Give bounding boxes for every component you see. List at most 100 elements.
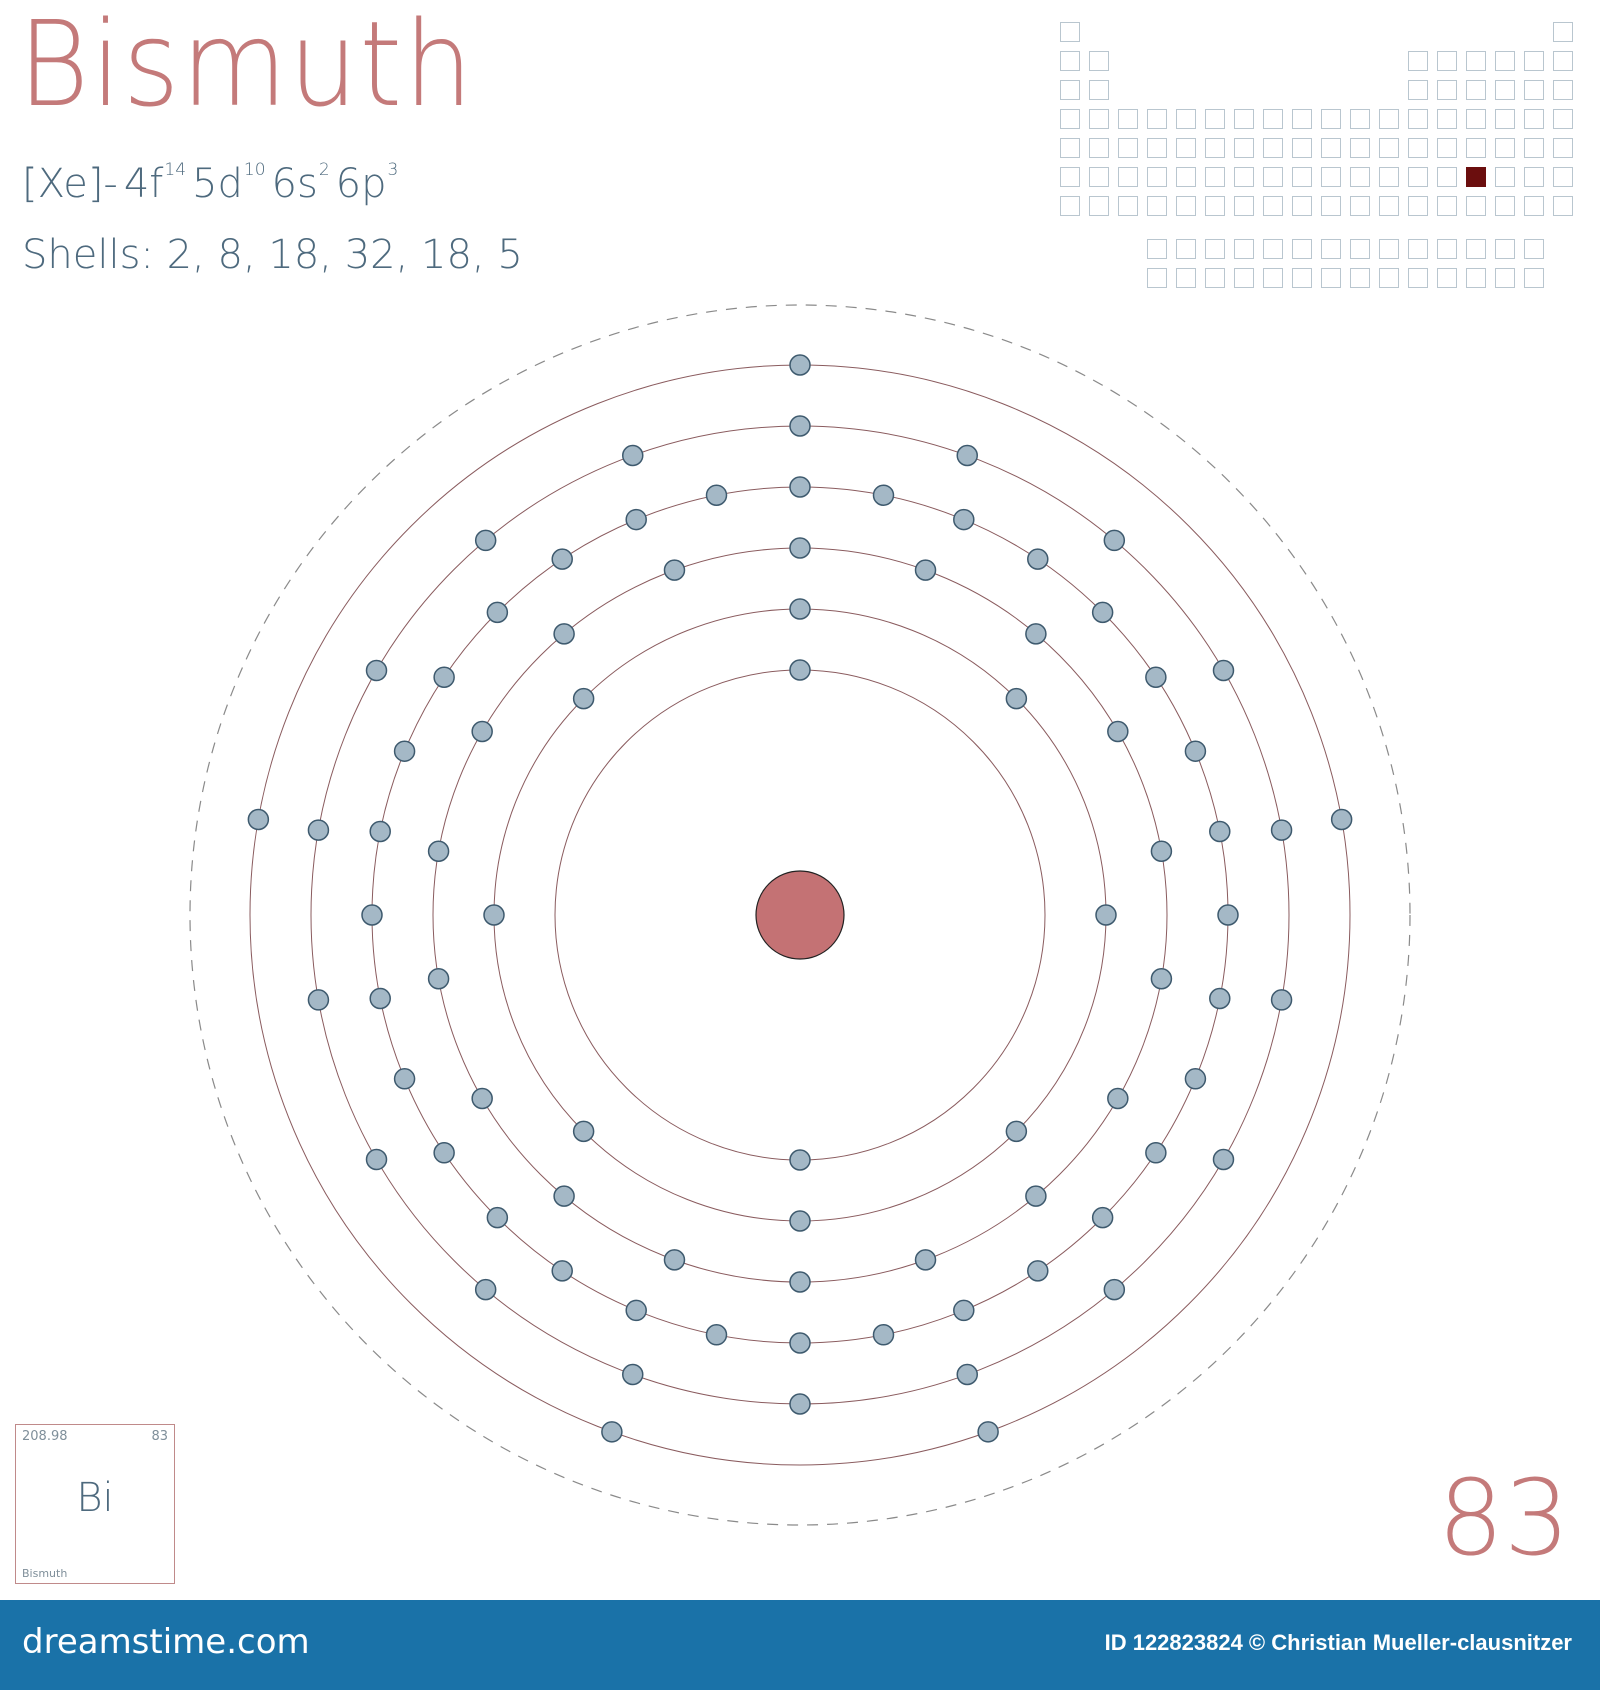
electron-shell-4	[1184, 740, 1207, 762]
periodic-cell	[1263, 196, 1283, 216]
electron-shell-5	[956, 1363, 978, 1386]
electron-shell-3	[471, 1087, 493, 1110]
orbital-electrons: 14	[164, 160, 187, 180]
periodic-cell	[1495, 109, 1515, 129]
electron-shell-4	[486, 601, 509, 624]
periodic-cell-highlight	[1466, 167, 1486, 187]
electron-shell-4	[705, 1324, 728, 1346]
periodic-cell	[1205, 196, 1225, 216]
electron-shell-2	[789, 1210, 811, 1232]
periodic-cell	[1379, 167, 1399, 187]
electron-shell-5	[1212, 659, 1235, 682]
electron-shell-1	[789, 659, 811, 681]
periodic-cell	[1437, 167, 1457, 187]
electron-shell-5	[365, 1148, 388, 1171]
periodic-cell	[1321, 196, 1341, 216]
electron-shell-4	[1209, 987, 1231, 1010]
periodic-cell	[1553, 167, 1573, 187]
orbital-label: 6p	[335, 161, 387, 207]
periodic-cell	[1060, 80, 1080, 100]
periodic-cell	[1205, 239, 1225, 259]
periodic-cell	[1524, 51, 1544, 71]
periodic-cell	[1234, 167, 1254, 187]
periodic-cell	[1205, 268, 1225, 288]
periodic-cell	[1292, 268, 1312, 288]
electron-shell-5	[1212, 1148, 1235, 1171]
periodic-cell	[1089, 167, 1109, 187]
electron-shell-4	[393, 740, 416, 762]
dreamstime-logo[interactable]: dreamstime.com	[22, 1622, 310, 1662]
atom-boundary	[189, 304, 1411, 1526]
periodic-cell	[1292, 138, 1312, 158]
image-credit: ID 122823824 © Christian Mueller-clausni…	[1104, 1630, 1572, 1655]
electron-shell-4	[705, 484, 728, 506]
electron-shell-6	[1330, 808, 1353, 831]
periodic-cell	[1321, 167, 1341, 187]
periodic-cell	[1495, 196, 1515, 216]
electron-shell-5	[789, 1393, 811, 1415]
periodic-cell	[1350, 268, 1370, 288]
periodic-cell	[1234, 268, 1254, 288]
electron-shell-3	[1150, 840, 1173, 863]
orbital-6p: 6p3	[335, 160, 399, 207]
periodic-cell	[1147, 239, 1167, 259]
electron-shell-3	[1025, 623, 1047, 645]
electron-shell-5	[474, 1278, 497, 1301]
shells-summary: Shells: 2, 8, 18, 32, 18, 5	[22, 232, 523, 278]
electron-shell-4	[953, 1299, 975, 1322]
bohr-atom-diagram	[189, 304, 1411, 1526]
periodic-cell	[1524, 80, 1544, 100]
electron-shell-3	[663, 559, 686, 581]
periodic-cell	[1118, 167, 1138, 187]
element-name-title: Bismuth	[18, 0, 475, 133]
periodic-cell	[1060, 138, 1080, 158]
periodic-cell	[1553, 80, 1573, 100]
periodic-cell	[1321, 268, 1341, 288]
periodic-cell	[1524, 239, 1544, 259]
periodic-cell	[1437, 138, 1457, 158]
periodic-table-mini	[1060, 22, 1580, 288]
periodic-cell	[1379, 196, 1399, 216]
periodic-cell	[1147, 268, 1167, 288]
periodic-cell	[1495, 268, 1515, 288]
periodic-cell	[1553, 196, 1573, 216]
periodic-cell	[1263, 109, 1283, 129]
periodic-cell	[1147, 167, 1167, 187]
periodic-cell	[1234, 196, 1254, 216]
electron-shell-4	[872, 1324, 895, 1346]
periodic-cell	[1466, 239, 1486, 259]
periodic-cell	[1553, 51, 1573, 71]
electron-shell-5	[474, 529, 497, 552]
periodic-cell	[1205, 109, 1225, 129]
electron-shell-3	[553, 623, 575, 645]
electron-shell-3	[789, 537, 811, 559]
nucleus	[755, 870, 845, 960]
periodic-cell	[1408, 167, 1428, 187]
periodic-cell	[1089, 196, 1109, 216]
electron-shell-5	[1103, 1278, 1126, 1301]
periodic-cell	[1408, 196, 1428, 216]
periodic-cell	[1466, 109, 1486, 129]
electron-shell-4	[433, 666, 455, 688]
electron-shell-3	[553, 1185, 575, 1207]
orbital-electrons: 3	[387, 160, 399, 180]
electron-shell-2	[483, 904, 505, 926]
periodic-cell	[1060, 196, 1080, 216]
periodic-cell	[1147, 138, 1167, 158]
electron-shell-4	[1091, 1206, 1114, 1229]
periodic-cell	[1379, 268, 1399, 288]
electron-shell-4	[361, 904, 383, 926]
electron-shell-3	[427, 840, 450, 863]
electron-shell-3	[427, 967, 450, 990]
electron-shell-3	[914, 1249, 937, 1271]
orbital-4f: 4f14	[124, 160, 187, 207]
periodic-cell	[1060, 109, 1080, 129]
electron-shell-3	[663, 1249, 686, 1271]
electron-shell-5	[307, 819, 330, 841]
orbital-electrons: 2	[318, 160, 330, 180]
periodic-cell	[1437, 239, 1457, 259]
orbital-label: 6s	[271, 161, 318, 207]
periodic-cell	[1408, 80, 1428, 100]
periodic-cell	[1118, 196, 1138, 216]
periodic-cell	[1553, 22, 1573, 42]
